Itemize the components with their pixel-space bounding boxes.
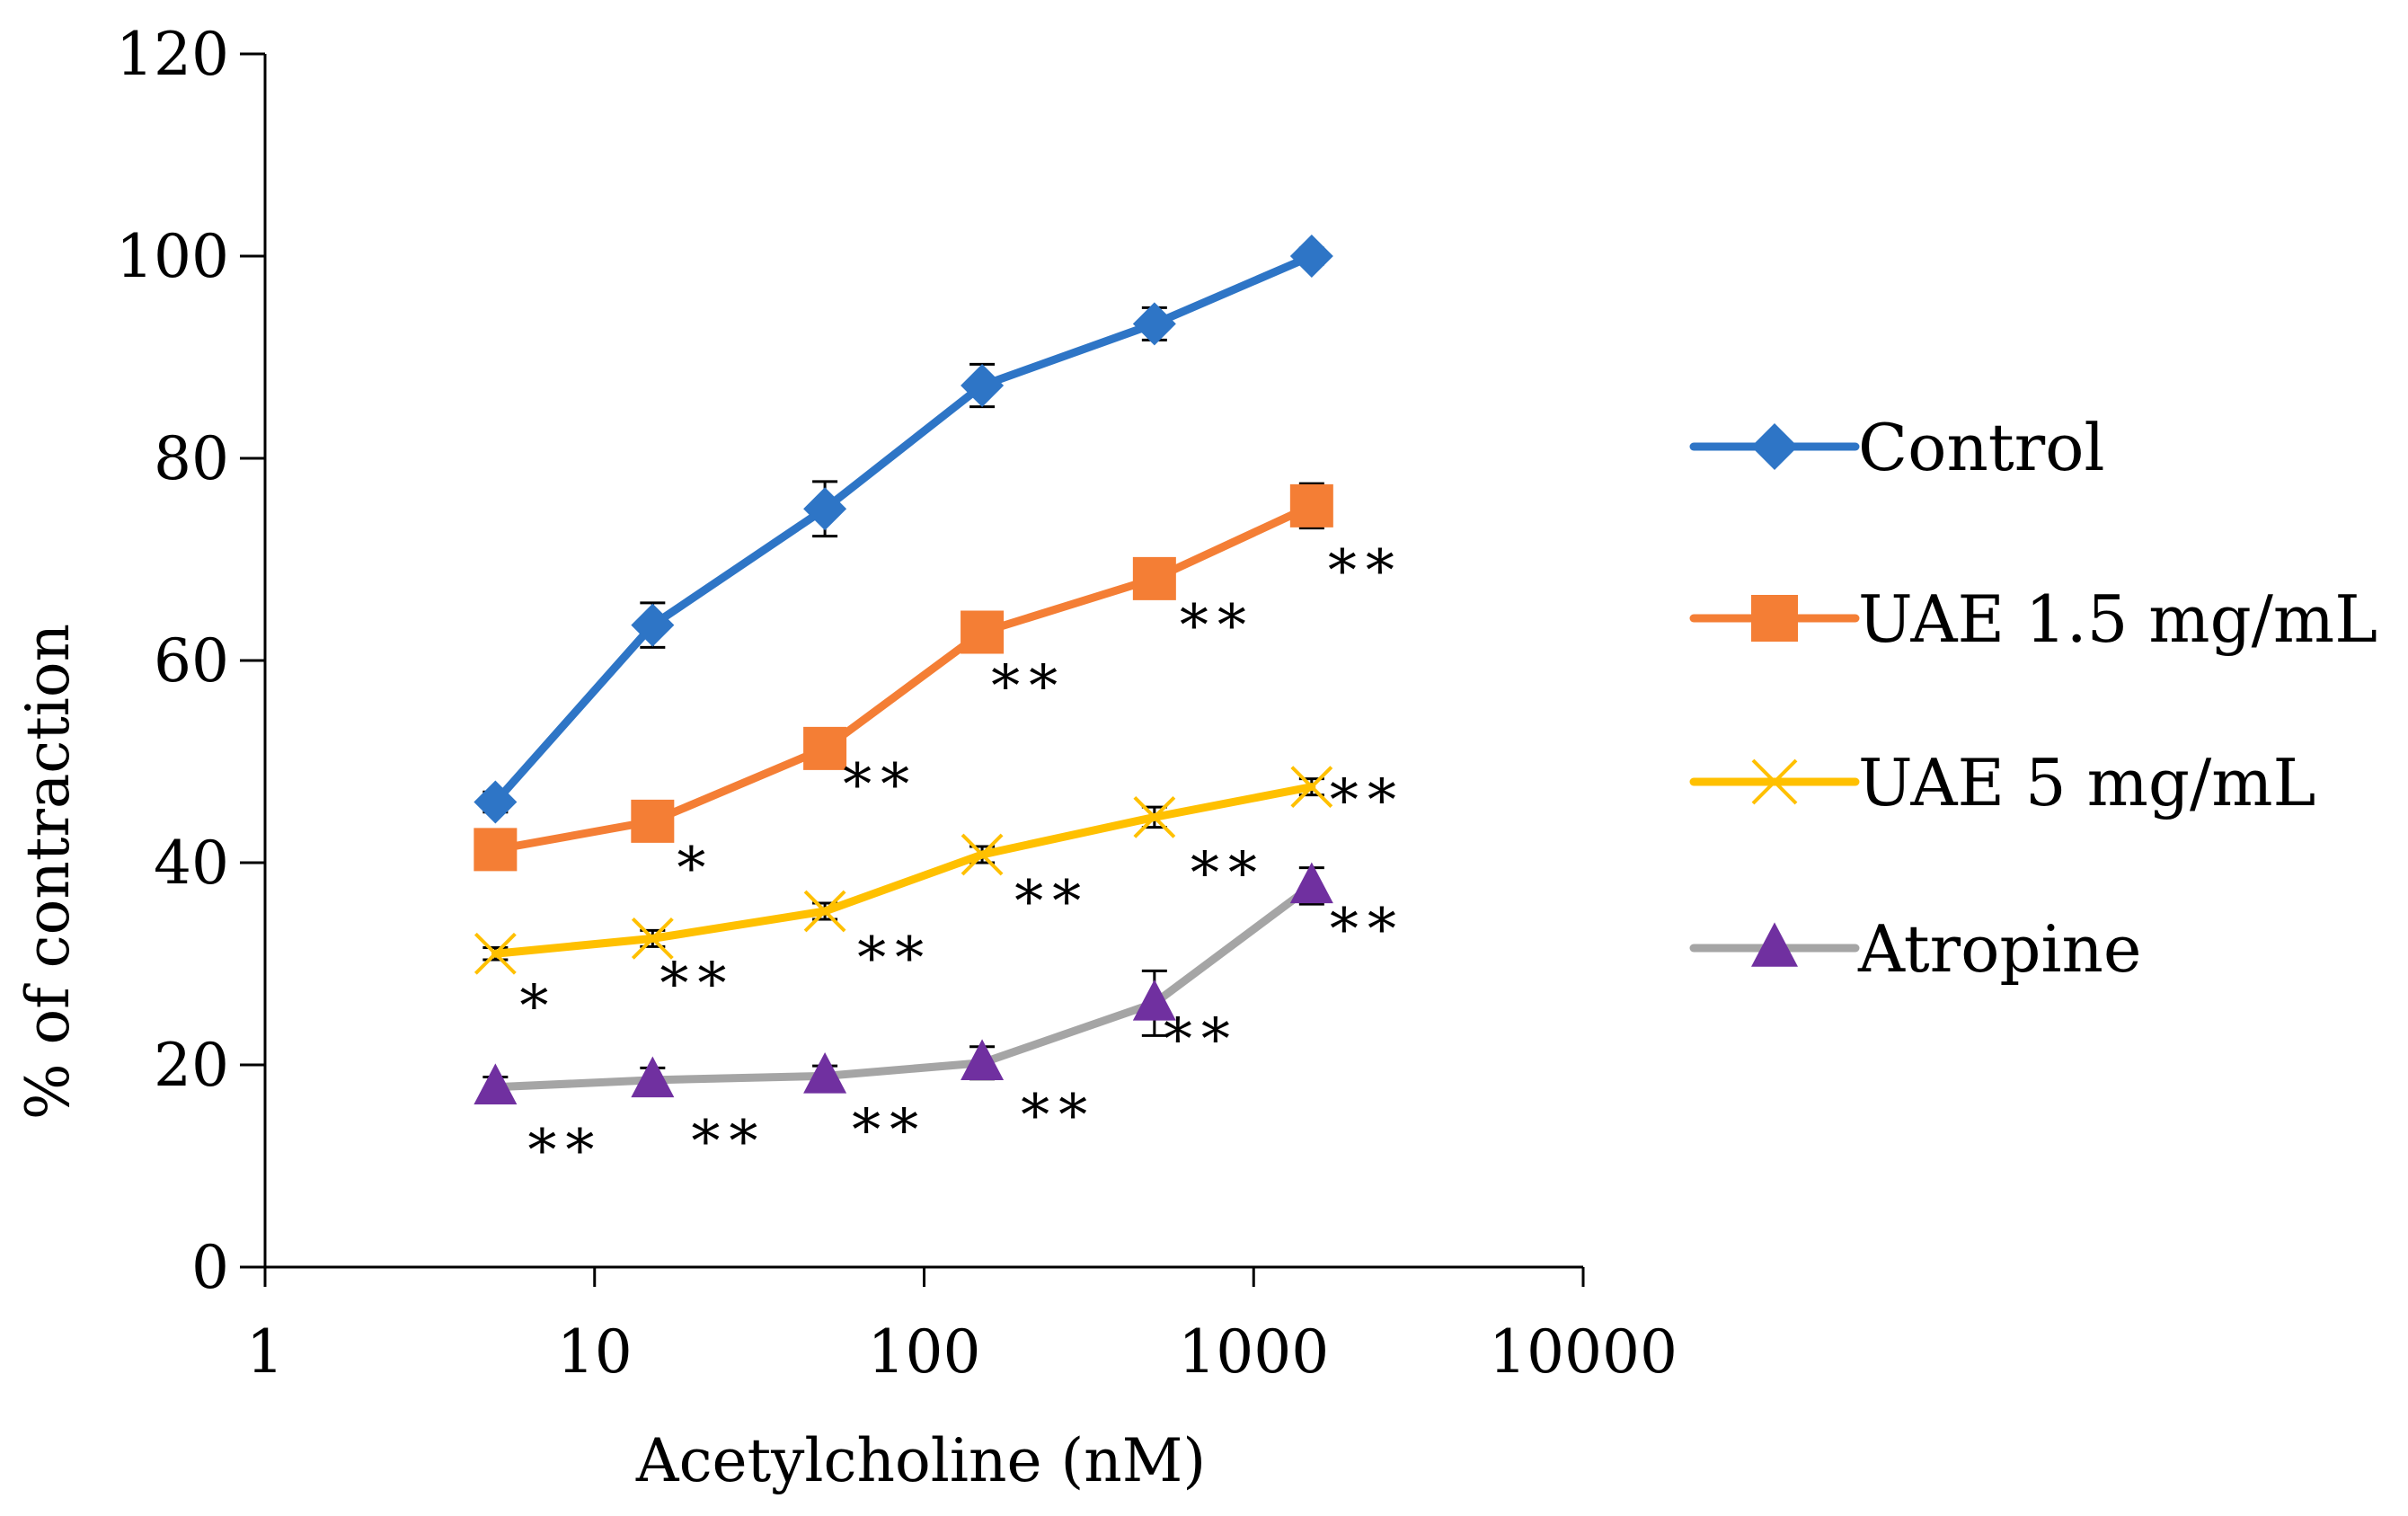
data-point [631,799,675,843]
data-point [474,932,517,975]
data-point [1132,979,1176,1021]
legend-marker [1751,423,1798,470]
significance-label: ** [991,654,1067,721]
series-line [491,501,1316,854]
data-point [474,780,518,824]
data-point [803,890,846,933]
significance-label: ** [1330,768,1405,835]
series-line [491,882,1316,1092]
significance-label: * [677,836,714,902]
data-point [1289,483,1333,527]
data-point [631,917,674,960]
y-tick-label: 20 [154,1031,229,1100]
data-point [1289,862,1333,904]
significance-label: ** [843,752,918,819]
data-point [1132,556,1176,600]
data-point [961,833,1004,876]
data-point-stroke [1290,766,1333,809]
data-point-stroke [631,917,674,960]
legend-item: Atropine [1689,911,2142,987]
significance-label: ** [1180,593,1255,660]
data-point [961,610,1005,654]
legend-label: UAE 5 mg/mL [1858,745,2315,820]
legend-label: Control [1858,410,2105,485]
significance-label: ** [857,926,933,992]
data-point [631,1056,675,1098]
data-point-stroke [961,833,1004,876]
legend: Control UAE 1.5 mg/mL UAE 5 mg/mL Atropine [1689,410,2377,987]
legend-item: UAE 5 mg/mL [1689,745,2315,820]
x-tick-label: 10 [557,1317,633,1387]
data-point [1290,766,1333,809]
significance-label: ** [852,1097,927,1164]
series-uae-5-mg-ml: * ** **** **** [474,766,1405,1040]
data-point-stroke [474,932,517,975]
data-point [1133,795,1176,838]
legend-item: UAE 1.5 mg/mL [1689,581,2377,657]
data-point [803,487,847,531]
data-point [474,1063,518,1104]
legend-marker [1751,758,1798,805]
significance-label: ** [1328,538,1403,605]
series-layer: ********** ** **** ****** ** ** ****** [474,235,1405,1184]
y-tick-label: 120 [116,20,229,89]
x-tick-label: 100 [868,1317,981,1387]
data-point [803,726,847,770]
significance-label: ** [1164,1006,1239,1073]
data-point-stroke [803,890,846,933]
legend-marker [1751,922,1798,967]
significance-label: ** [527,1118,603,1184]
significance-label: * [519,973,557,1040]
series-line [491,252,1316,806]
data-point [961,364,1005,407]
legend-marker-stroke [1751,758,1798,805]
x-tick-label: 1 [246,1317,284,1387]
significance-label: ** [660,951,735,1017]
y-tick-label: 100 [116,222,229,291]
significance-label: ** [1014,869,1090,935]
legend-marker [1751,595,1798,642]
y-tick-label: 80 [154,424,229,493]
legend-label: UAE 1.5 mg/mL [1858,581,2377,657]
y-tick-label: 40 [154,829,229,898]
legend-label: Atropine [1857,911,2142,987]
series-atropine: ** ** ** ** ** ** [474,862,1405,1184]
y-tick-label: 0 [191,1233,229,1302]
significance-label: ** [1021,1083,1096,1149]
data-point [803,1051,847,1094]
y-axis-title: % of contraction [13,624,83,1120]
x-axis-title: Acetylcholine (nM) [635,1426,1206,1495]
series-uae-1-5-mg-ml: ********* [474,482,1403,902]
y-tick-label: 60 [154,626,229,696]
significance-label: ** [1330,897,1405,963]
data-point [631,603,675,647]
significance-label: ** [1191,840,1266,907]
data-point [961,1039,1005,1080]
legend-item: Control [1689,410,2105,485]
x-tick-label: 10000 [1489,1317,1678,1387]
data-point [1289,235,1333,278]
x-tick-label: 1000 [1178,1317,1329,1387]
data-point [1132,302,1176,346]
series-control [474,235,1333,824]
significance-label: ** [691,1109,766,1175]
data-point-stroke [1133,795,1176,838]
series-line [491,783,1316,958]
data-point [474,828,518,872]
